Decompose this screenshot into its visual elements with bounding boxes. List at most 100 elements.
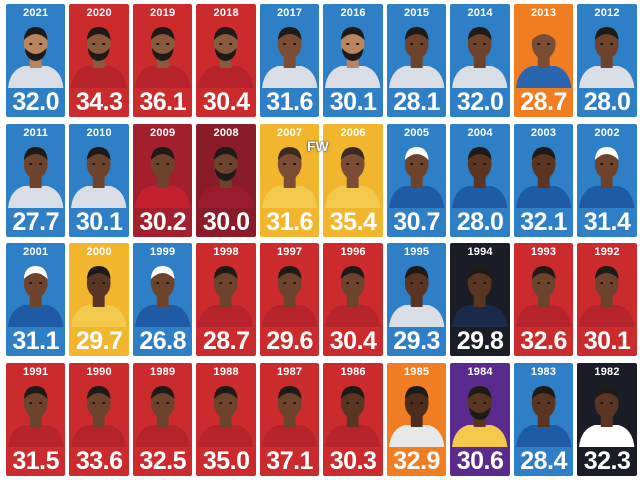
- season-tile: 1982 32.3: [577, 363, 637, 477]
- season-tile: 1994 29.8: [450, 243, 510, 357]
- points-per-game-value: 32.9: [393, 447, 440, 476]
- player-portrait: [134, 146, 191, 208]
- season-year: 1984: [467, 366, 493, 379]
- season-year: 1986: [340, 366, 366, 379]
- player-portrait: [579, 386, 635, 448]
- points-per-game-value: 32.5: [139, 447, 186, 476]
- points-per-game-value: 30.4: [202, 88, 250, 116]
- season-year: 1983: [530, 366, 557, 379]
- points-per-game-value: 32.6: [520, 327, 567, 356]
- season-year: 1989: [150, 366, 176, 379]
- season-year: 1992: [594, 246, 620, 259]
- season-year: 2012: [594, 7, 620, 19]
- season-year: 2008: [213, 126, 239, 139]
- player-portrait: [579, 27, 635, 88]
- season-year: 1995: [403, 246, 430, 259]
- season-year: 2018: [213, 7, 239, 19]
- season-tile: 1990 33.6: [69, 363, 129, 477]
- player-portrait: [198, 146, 254, 208]
- season-year: 2021: [23, 7, 49, 19]
- player-portrait: [388, 27, 445, 88]
- season-tile: 1995 29.3: [386, 243, 447, 357]
- points-per-game-value: 31.5: [12, 447, 60, 476]
- points-per-game-value: 29.7: [75, 327, 123, 356]
- season-tile: 2010 30.1: [69, 123, 129, 237]
- season-year: 2019: [150, 7, 176, 19]
- season-tile: 2021 32.0: [6, 4, 66, 117]
- season-tile: 2006 35.4: [323, 123, 383, 237]
- points-per-game-value: 35.4: [329, 207, 377, 236]
- season-tile: 2008 30.0: [196, 123, 256, 237]
- player-portrait: [452, 27, 508, 88]
- season-year: 1994: [467, 246, 493, 259]
- points-per-game-value: 30.1: [583, 327, 631, 356]
- player-portrait: [7, 386, 64, 448]
- season-year: 1999: [150, 246, 176, 259]
- player-portrait: [71, 146, 127, 208]
- season-year: 2000: [86, 246, 112, 259]
- season-tile: 2013 28.7: [513, 4, 574, 117]
- points-per-game-value: 36.1: [139, 88, 186, 116]
- season-tile: 1998 28.7: [196, 243, 256, 357]
- player-portrait: [452, 386, 508, 448]
- season-year: 2001: [23, 246, 49, 259]
- season-tile: 1986 30.3: [323, 363, 383, 477]
- season-year: 1982: [594, 366, 620, 379]
- season-tile: 1997 29.6: [259, 243, 320, 357]
- season-year: 2011: [23, 126, 49, 139]
- points-per-game-value: 30.4: [329, 327, 377, 356]
- season-tile: 2005 30.7: [386, 123, 447, 237]
- player-portrait: [325, 146, 381, 208]
- player-portrait: [515, 27, 572, 88]
- season-year: 2005: [403, 126, 430, 139]
- points-per-game-value: 30.6: [456, 447, 504, 476]
- points-per-game-value: 37.1: [266, 447, 313, 476]
- player-portrait: [71, 386, 127, 448]
- player-portrait: [515, 386, 572, 448]
- points-per-game-value: 31.6: [266, 207, 313, 236]
- player-portrait: [515, 266, 572, 328]
- player-portrait: [198, 386, 254, 448]
- player-portrait: [388, 386, 445, 448]
- player-portrait: [325, 386, 381, 448]
- season-tile: 2011 27.7: [6, 123, 66, 237]
- season-tile: 1985 32.9: [386, 363, 447, 477]
- season-year: 2009: [150, 126, 176, 139]
- season-year: 1985: [403, 366, 430, 379]
- season-tile: 1989 32.5: [132, 363, 193, 477]
- player-portrait: [388, 266, 445, 328]
- season-tile: 2002 31.4: [577, 123, 637, 237]
- points-per-game-value: 28.0: [456, 207, 504, 236]
- season-tile: 1992 30.1: [577, 243, 637, 357]
- season-tile: 2007 31.6: [259, 123, 320, 237]
- season-tile: 1993 32.6: [513, 243, 574, 357]
- season-tile: 2015 28.1: [386, 4, 447, 117]
- season-tile: 2003 32.1: [513, 123, 574, 237]
- player-portrait: [325, 27, 381, 88]
- season-tile: 1991 31.5: [6, 363, 66, 477]
- player-portrait: [579, 146, 635, 208]
- points-per-game-value: 27.7: [12, 207, 60, 236]
- player-portrait: [261, 146, 318, 208]
- points-per-game-value: 29.6: [266, 327, 313, 356]
- points-per-game-value: 28.4: [520, 447, 567, 476]
- points-per-game-value: 30.2: [139, 207, 186, 236]
- season-tile: 1987 37.1: [259, 363, 320, 477]
- season-year: 1993: [530, 246, 557, 259]
- player-portrait: [388, 146, 445, 208]
- player-portrait: [325, 266, 381, 328]
- points-per-game-value: 28.0: [583, 88, 631, 116]
- points-per-game-value: 32.1: [520, 207, 567, 236]
- season-year: 1998: [213, 246, 239, 259]
- season-tile: 2016 30.1: [323, 4, 383, 117]
- points-per-game-value: 28.1: [393, 88, 440, 116]
- season-year: 2004: [467, 126, 493, 139]
- points-per-game-value: 30.1: [75, 207, 123, 236]
- season-tile: 1983 28.4: [513, 363, 574, 477]
- watermark-label: FW: [307, 138, 329, 154]
- player-portrait: [452, 146, 508, 208]
- points-per-game-value: 32.0: [12, 88, 60, 116]
- season-year: 1991: [23, 366, 49, 379]
- season-tile: 1988 35.0: [196, 363, 256, 477]
- season-tile: 1996 30.4: [323, 243, 383, 357]
